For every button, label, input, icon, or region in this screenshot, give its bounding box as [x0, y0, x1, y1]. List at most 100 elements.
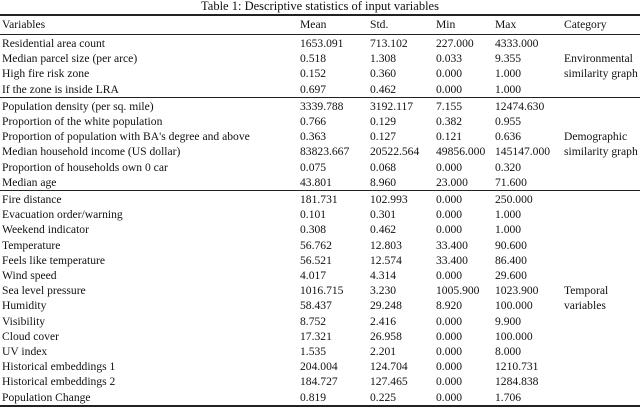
- max-cell: 4333.000: [495, 37, 539, 50]
- variable-name-cell: Humidity: [2, 299, 47, 313]
- variable-name-cell: Median parcel size (per arce): [2, 52, 138, 66]
- table-row: Median age 43.801 8.960 23.000 71.600: [0, 175, 640, 191]
- header-row: Variables Mean Std. Min Max Category: [0, 15, 640, 35]
- max-cell: 0.320: [495, 160, 522, 174]
- min-cell: 0.000: [436, 82, 463, 96]
- variable-name-cell: Temperature: [2, 238, 61, 252]
- variable-name-cell: Proportion of the white population: [2, 115, 163, 129]
- mean-cell: 1653.091: [300, 37, 344, 50]
- mean-cell: 0.308: [300, 223, 327, 237]
- max-cell: 1.706: [495, 390, 522, 404]
- table-section: Fire distance 181.731 102.993 0.000 250.000 T…: [0, 190, 640, 406]
- mean-cell: 8.752: [300, 314, 327, 328]
- table-row: High fire risk zone 0.152 0.360 0.000 1.000: [0, 66, 640, 81]
- variable-name-cell: Population Change: [2, 390, 91, 404]
- std-cell: 0.462: [370, 223, 397, 237]
- max-cell: 9.900: [495, 314, 522, 328]
- header-category: Category: [562, 15, 640, 35]
- max-cell: 100.000: [495, 329, 533, 343]
- table-row: Temperature 56.762 12.803 33.400 90.600: [0, 238, 640, 253]
- variable-name-cell: High fire risk zone: [2, 67, 90, 81]
- table-row: Proportion of population with BA's degre…: [0, 129, 640, 144]
- header-variables: Variables: [0, 15, 298, 35]
- min-cell: 0.000: [436, 375, 463, 389]
- variable-name-cell: Fire distance: [2, 193, 62, 207]
- variable-name-cell: Historical embeddings 2: [2, 375, 116, 389]
- mean-cell: 4.017: [300, 269, 327, 283]
- max-cell: 0.636: [495, 130, 522, 144]
- variable-name-cell: Wind speed: [2, 269, 57, 283]
- max-cell: 8.000: [495, 345, 522, 359]
- table-row: Cloud cover 17.321 26.958 0.000 100.000: [0, 329, 640, 344]
- std-cell: 0.129: [370, 115, 397, 129]
- min-cell: 0.000: [436, 360, 463, 374]
- min-cell: 33.400: [436, 238, 468, 252]
- header-max: Max: [493, 15, 562, 35]
- variable-name-cell: Median household income (US dollar): [2, 145, 181, 159]
- min-cell: 0.000: [436, 208, 463, 222]
- variable-name-cell: Proportion of population with BA's degre…: [2, 130, 250, 144]
- mean-cell: 0.819: [300, 390, 327, 404]
- mean-cell: 184.727: [300, 375, 338, 389]
- table-section: Population density (per sq. mile) 3339.78…: [0, 97, 640, 190]
- table-row: Population density (per sq. mile) 3339.78…: [0, 97, 640, 159]
- table-caption: Table 1: Descriptive statistics of input…: [201, 0, 439, 13]
- table-row: Evacuation order/warning 0.101 0.301 0.000 1…: [0, 207, 640, 222]
- mean-cell: 83823.667: [300, 145, 350, 159]
- std-cell: 2.416: [370, 314, 397, 328]
- min-cell: 0.000: [436, 269, 463, 283]
- mean-cell: 181.731: [300, 193, 338, 207]
- std-cell: 0.225: [370, 390, 397, 404]
- min-cell: 7.155: [436, 99, 463, 113]
- std-cell: 0.462: [370, 82, 397, 96]
- mean-cell: 0.101: [300, 208, 327, 222]
- std-cell: 713.102: [370, 37, 408, 50]
- variable-name-cell: Visibility: [2, 314, 46, 328]
- mean-cell: 0.152: [300, 67, 327, 81]
- header-mean: Mean: [298, 15, 368, 35]
- category-cell: Environmental similarity graph: [564, 52, 638, 81]
- table-row: Residential area count 1653.091 713.102 227…: [0, 35, 640, 80]
- variable-name-cell: Proportion of households own 0 car: [2, 160, 168, 174]
- max-cell: 100.000: [495, 299, 533, 313]
- std-cell: 0.301: [370, 208, 397, 222]
- std-cell: 0.127: [370, 130, 397, 144]
- header-min: Min: [434, 15, 493, 35]
- max-cell: 250.000: [495, 193, 533, 207]
- std-cell: 2.201: [370, 345, 397, 359]
- min-cell: 0.121: [436, 130, 463, 144]
- min-cell: 0.000: [436, 223, 463, 237]
- min-cell: 33.400: [436, 253, 468, 267]
- std-cell: 3192.117: [370, 99, 414, 113]
- table-row: Weekend indicator 0.308 0.462 0.000 1.000: [0, 222, 640, 237]
- max-cell: 145147.000: [495, 145, 551, 159]
- std-cell: 26.958: [370, 329, 402, 343]
- max-cell: 1023.900: [495, 284, 539, 298]
- max-cell: 0.955: [495, 115, 522, 129]
- min-cell: 0.000: [436, 67, 463, 81]
- variable-name-cell: Cloud cover: [2, 329, 59, 343]
- table-row: Population Change 0.819 0.225 0.000 1.706: [0, 390, 640, 406]
- table-row: Humidity 58.437 29.248 8.920 100.000: [0, 298, 640, 313]
- max-cell: 12474.630: [495, 99, 545, 113]
- std-cell: 12.574: [370, 253, 402, 267]
- max-cell: 1.000: [495, 208, 522, 222]
- category-cell: Demographic similarity graph: [564, 130, 638, 159]
- variable-name-cell: Residential area count: [2, 37, 106, 50]
- table-row: Proportion of households own 0 car 0.075 0…: [0, 160, 640, 175]
- variable-name-cell: Median age: [2, 175, 57, 189]
- std-cell: 4.314: [370, 269, 397, 283]
- max-cell: 86.400: [495, 253, 527, 267]
- std-cell: 12.803: [370, 238, 402, 252]
- mean-cell: 204.004: [300, 360, 338, 374]
- table-row: If the zone is inside LRA 0.697 0.462 0.000…: [0, 82, 640, 98]
- mean-cell: 58.437: [300, 299, 332, 313]
- max-cell: 1210.731: [495, 360, 539, 374]
- mean-cell: 0.075: [300, 160, 327, 174]
- mean-cell: 0.363: [300, 130, 327, 144]
- variable-name-cell: Sea level pressure: [2, 284, 86, 298]
- std-cell: 3.230: [370, 284, 397, 298]
- min-cell: 0.000: [436, 160, 463, 174]
- max-cell: 1284.838: [495, 375, 539, 389]
- std-cell: 124.704: [370, 360, 408, 374]
